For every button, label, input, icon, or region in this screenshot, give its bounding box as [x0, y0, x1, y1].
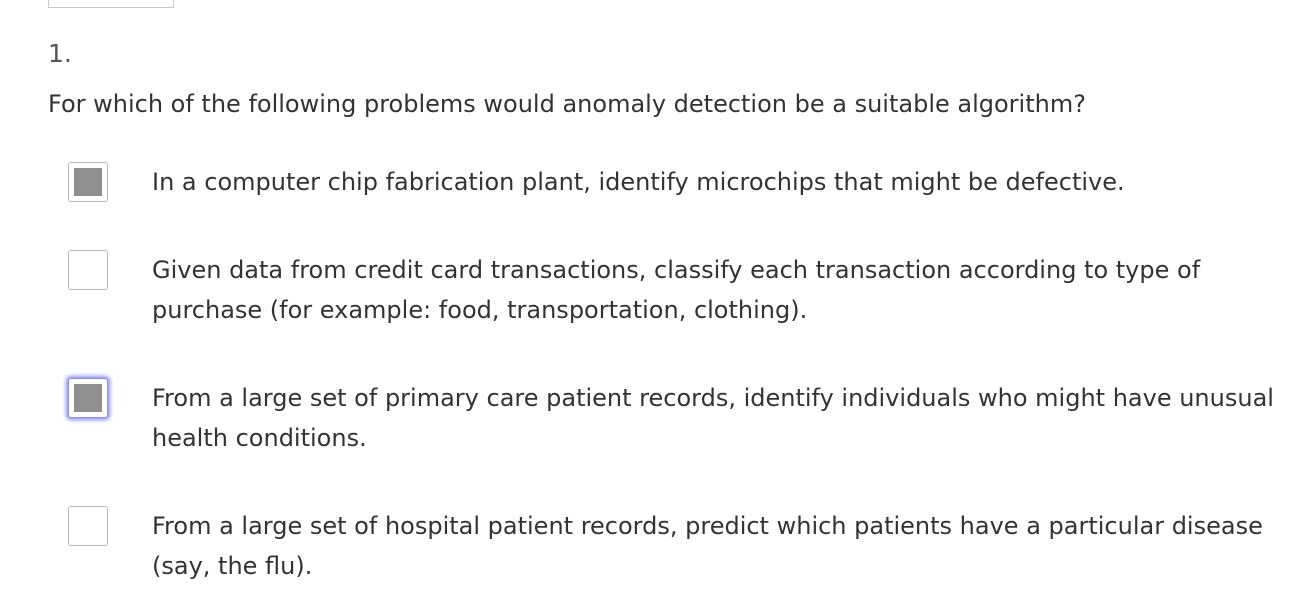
- option-checkbox[interactable]: [68, 378, 108, 418]
- option-label[interactable]: Given data from credit card transactions…: [152, 256, 1201, 324]
- option-checkbox[interactable]: [68, 162, 108, 202]
- question-text: For which of the following problems woul…: [48, 90, 1086, 118]
- checkbox-check-mark: [74, 384, 102, 412]
- checkbox-check-mark: [74, 168, 102, 196]
- option-checkbox[interactable]: [68, 250, 108, 290]
- previous-panel-edge: [48, 0, 174, 8]
- option-label[interactable]: In a computer chip fabrication plant, id…: [152, 168, 1125, 196]
- option-label[interactable]: From a large set of primary care patient…: [152, 384, 1274, 452]
- question-number: 1.: [48, 39, 72, 68]
- option-checkbox[interactable]: [68, 506, 108, 546]
- option-label[interactable]: From a large set of hospital patient rec…: [152, 512, 1263, 580]
